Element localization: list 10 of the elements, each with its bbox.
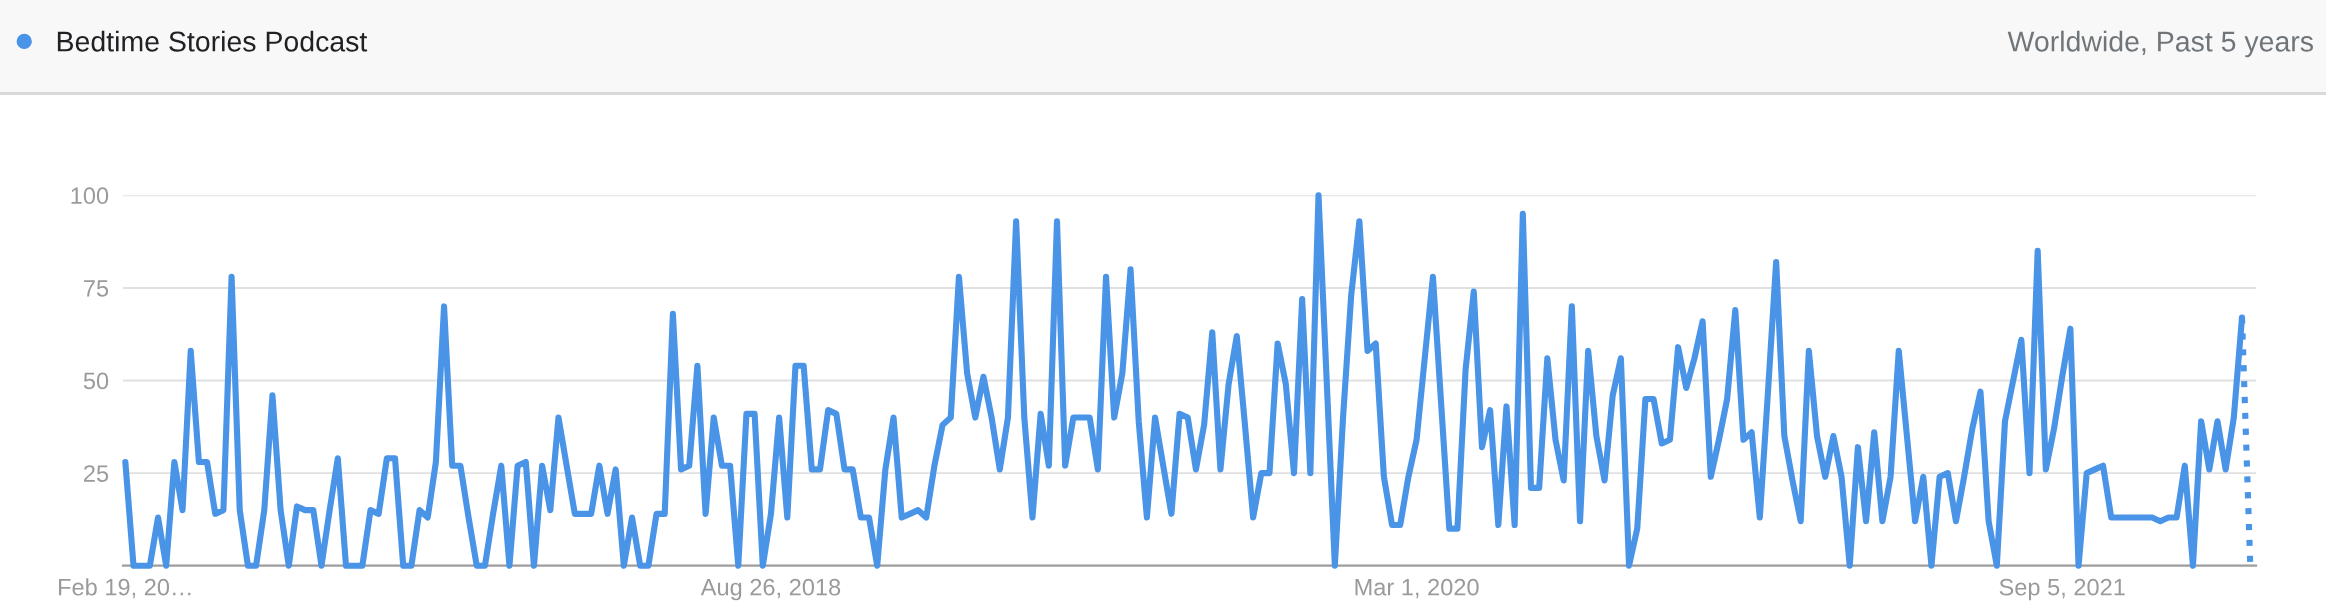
- x-tick-label: Feb 19, 20…: [59, 578, 191, 599]
- y-tick-label: 75: [84, 280, 109, 297]
- x-tick-label: Aug 26, 2018: [700, 578, 841, 601]
- legend-label: Bedtime Stories Podcast: [57, 30, 368, 52]
- y-tick-label: 50: [83, 372, 109, 390]
- y-tick-label: 25: [84, 465, 109, 482]
- y-tick-label: 100: [71, 187, 109, 205]
- x-tick-label: Mar 1, 2020: [1355, 578, 1479, 599]
- x-tick-label: Sep 5, 2021: [1999, 578, 2125, 601]
- chart-subtitle: Worldwide, Past 5 years: [2007, 30, 2313, 58]
